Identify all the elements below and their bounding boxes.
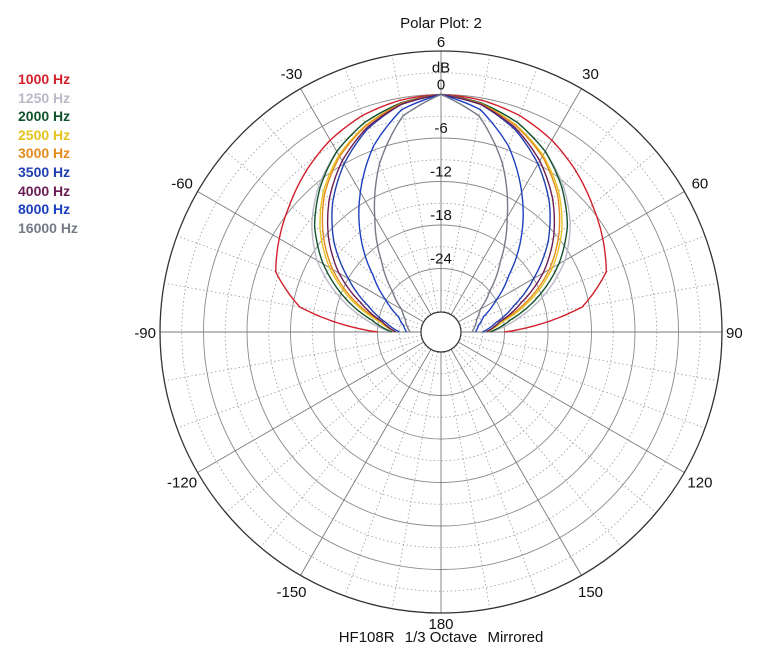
grid-spoke-major xyxy=(300,349,432,576)
angle-tick-label: -60 xyxy=(171,176,193,193)
radial-unit-label: dB xyxy=(432,60,450,77)
angle-tick-label: 30 xyxy=(582,66,599,83)
angle-tick-label: 120 xyxy=(687,475,712,492)
angle-tick-label: 60 xyxy=(692,176,709,193)
center-hole xyxy=(420,311,462,353)
legend-item: 16000 Hz xyxy=(18,219,78,236)
footer-model: HF108R xyxy=(338,629,395,646)
angle-tick-label: -30 xyxy=(281,66,303,83)
chart-title: Polar Plot: 2 xyxy=(400,15,482,32)
radial-tick-label: -12 xyxy=(430,164,452,181)
legend-item: 3500 Hz xyxy=(18,163,71,180)
outer-ring xyxy=(159,50,723,614)
chart-footer: HF108R 1/3 Octave Mirrored xyxy=(0,629,765,646)
grid-spoke-major xyxy=(197,341,424,473)
footer-band: 1/3 Octave xyxy=(404,629,478,646)
radial-tick-label: -6 xyxy=(434,120,447,137)
legend-item: 1000 Hz xyxy=(18,71,71,87)
radial-tick-label: 6 xyxy=(437,34,445,51)
angle-tick-label: -120 xyxy=(167,475,197,492)
footer-mode: Mirrored xyxy=(487,629,544,646)
legend-item: 8000 Hz xyxy=(18,201,71,218)
legend-item: 2000 Hz xyxy=(18,108,71,125)
legend: 1000 Hz 1250 Hz 2000 Hz 2500 Hz 3000 Hz 3500 … xyxy=(18,70,78,237)
grid-spoke-major xyxy=(450,88,582,315)
grid-spoke-major xyxy=(458,191,685,323)
grid-spoke-major xyxy=(450,349,582,576)
radial-tick-label: -18 xyxy=(430,207,452,224)
angle-tick-label: 90 xyxy=(726,325,743,342)
angle-tick-label: 150 xyxy=(578,584,603,601)
angle-tick-label: -90 xyxy=(134,325,156,342)
legend-item: 4000 Hz xyxy=(18,182,71,199)
polar-grid xyxy=(159,50,723,614)
radial-tick-label: -24 xyxy=(430,251,452,268)
series-curves xyxy=(275,93,607,333)
angle-tick-label: -150 xyxy=(276,584,306,601)
legend-item: 3000 Hz xyxy=(18,145,71,162)
radial-tick-label: 0 xyxy=(437,77,445,94)
legend-item: 2500 Hz xyxy=(18,126,71,143)
grid-spoke-major xyxy=(197,191,424,323)
radial-labels: 6 0 -6 -12 -18 -24 xyxy=(430,34,452,268)
series-line-16000-hz xyxy=(373,93,509,333)
grid-spoke-major xyxy=(458,341,685,473)
angle-tick-label: 180 xyxy=(428,616,453,633)
legend-item: 1250 Hz xyxy=(18,89,71,106)
grid-spoke-major xyxy=(300,88,432,315)
